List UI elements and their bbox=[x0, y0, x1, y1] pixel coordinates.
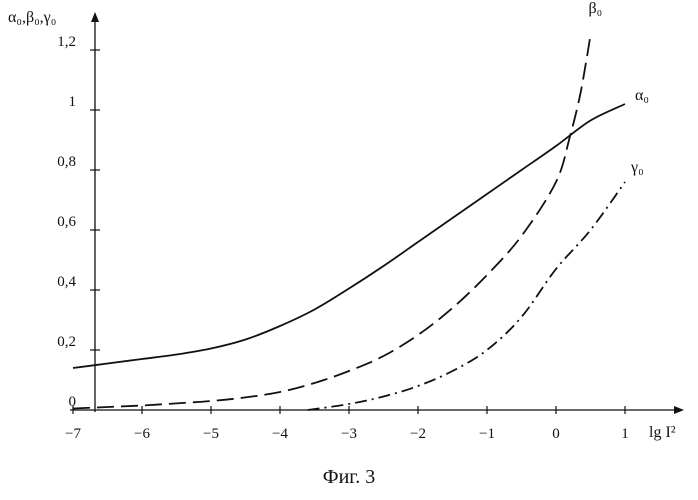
axes bbox=[70, 12, 684, 414]
x-ticks: −7 −6 −5 −4 −3 −2 −1 0 1 bbox=[65, 406, 629, 442]
series-line bbox=[73, 35, 591, 409]
series-label: γ₀ bbox=[630, 159, 644, 176]
x-tick-label: 1 bbox=[621, 426, 629, 442]
y-tick-label: 0,2 bbox=[57, 334, 76, 350]
x-axis-title: lg I² bbox=[649, 424, 676, 441]
chart-svg: −7 −6 −5 −4 −3 −2 −1 0 1 0 0,2 0,4 0,6 0,8 1 1,2 α₀ β₀ γ… bbox=[0, 0, 698, 460]
x-tick-label: −1 bbox=[479, 426, 495, 442]
x-tick-label: 0 bbox=[552, 426, 560, 442]
y-ticks: 00,20,40,60,811,2 bbox=[57, 34, 100, 410]
x-tick-label: −3 bbox=[341, 426, 357, 442]
y-axis-title: α₀,β₀,γ₀ bbox=[8, 9, 56, 26]
y-tick-label: 1,2 bbox=[57, 34, 76, 50]
x-tick-label: −2 bbox=[410, 426, 426, 442]
x-axis-arrow bbox=[674, 406, 684, 414]
x-tick-label: −7 bbox=[65, 426, 81, 442]
labels: α₀ β₀ γ₀ bbox=[589, 0, 649, 176]
series-label: α₀ bbox=[635, 87, 649, 104]
series-label: β₀ bbox=[589, 0, 603, 17]
y-tick-label: 0,4 bbox=[57, 274, 76, 290]
y-axis-arrow bbox=[91, 12, 99, 22]
y-tick-label: 0,6 bbox=[57, 214, 76, 230]
curves bbox=[73, 35, 625, 410]
x-tick-label: −6 bbox=[134, 426, 150, 442]
y-tick-label: 1 bbox=[69, 94, 77, 110]
series-line bbox=[73, 104, 625, 368]
y-tick-label: 0,8 bbox=[57, 154, 76, 170]
x-tick-label: −4 bbox=[272, 426, 288, 442]
figure-caption: Фиг. 3 bbox=[0, 466, 698, 489]
x-tick-label: −5 bbox=[203, 426, 219, 442]
